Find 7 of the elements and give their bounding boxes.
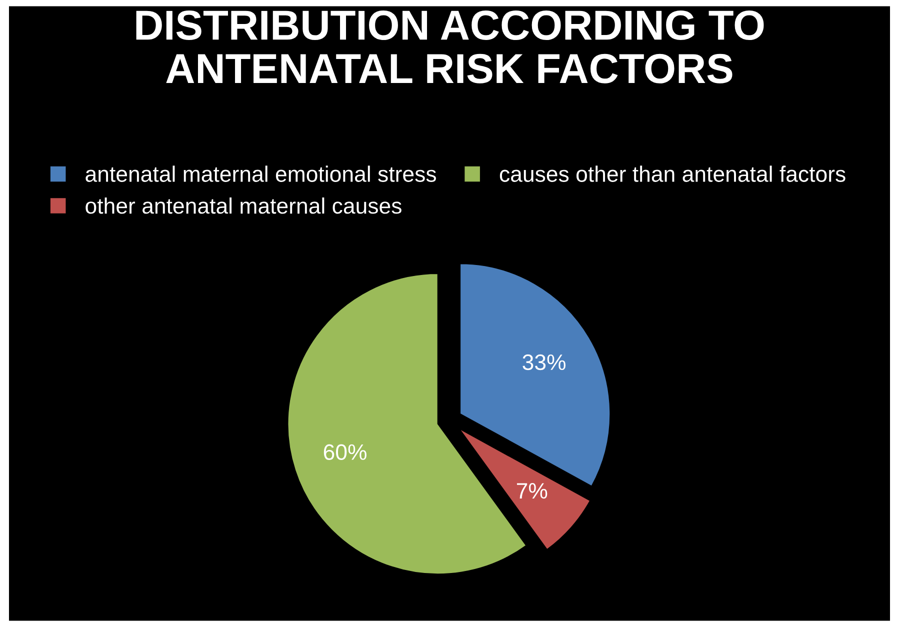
- data-label: 33%: [522, 354, 566, 370]
- legend-label: other antenatal maternal causes: [86, 197, 402, 214]
- data-label: 60%: [324, 444, 366, 460]
- data-label: 7%: [516, 483, 548, 499]
- legend-label: causes other than antenatal factors: [500, 166, 846, 182]
- legend-label: antenatal maternal emotional stress: [86, 166, 436, 182]
- chart-title: DISTRIBUTION ACCORDING TO ANTENATAL RISK FACTORS: [136, 10, 764, 84]
